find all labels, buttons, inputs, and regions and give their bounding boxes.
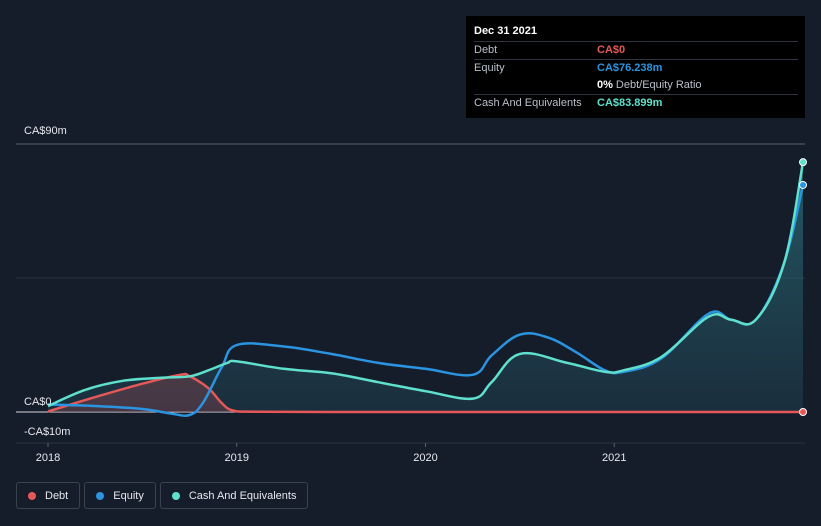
cash-area (48, 162, 803, 412)
tooltip-value: CA$76.238m (597, 62, 663, 74)
tooltip-row-cash: Cash And Equivalents CA$83.899m (474, 94, 798, 112)
tooltip-row-debt: Debt CA$0 (474, 41, 798, 59)
tooltip-label: Debt (474, 44, 498, 56)
legend-item-debt[interactable]: Debt (16, 482, 81, 509)
debt-end-point (799, 408, 807, 416)
equity-end-point (799, 180, 807, 189)
data-tooltip: Dec 31 2021 Debt CA$0 Equity CA$76.238m … (466, 16, 805, 118)
tooltip-value: CA$83.899m (597, 97, 663, 109)
y-tick-label: -CA$10m (24, 426, 70, 438)
x-tick-label: 2021 (602, 452, 626, 464)
x-tick-label: 2020 (413, 452, 437, 464)
legend-item-cash[interactable]: Cash And Equivalents (159, 482, 309, 509)
cash-dot-icon (171, 491, 180, 500)
legend: Debt Equity Cash And Equivalents (16, 482, 309, 509)
tooltip-label: Cash And Equivalents (474, 97, 582, 109)
tooltip-row-equity: Equity CA$76.238m (474, 59, 798, 77)
x-tick-label: 2018 (36, 452, 60, 464)
cash-line (47, 161, 805, 408)
tooltip-label (474, 77, 597, 94)
tooltip-value: CA$0 (597, 44, 626, 56)
x-tick-label: 2019 (225, 452, 249, 464)
legend-label: Equity (113, 489, 144, 502)
cash-end-point (799, 158, 807, 167)
equity-line (47, 184, 805, 417)
tooltip-label: Equity (474, 62, 505, 74)
tooltip-date: Dec 31 2021 (474, 25, 537, 37)
legend-label: Cash And Equivalents (188, 489, 297, 502)
y-tick-label: CA$0 (24, 396, 52, 408)
legend-item-equity[interactable]: Equity (84, 482, 156, 509)
tooltip-row-ratio: 0% Debt/Equity Ratio (474, 77, 798, 94)
debt-dot-icon (28, 491, 36, 500)
tooltip-value: 0% (597, 79, 613, 91)
legend-label: Debt (45, 489, 69, 502)
equity-dot-icon (96, 491, 105, 500)
y-tick-label: CA$90m (24, 125, 67, 137)
tooltip-ratio-label: Debt/Equity Ratio (615, 79, 702, 91)
